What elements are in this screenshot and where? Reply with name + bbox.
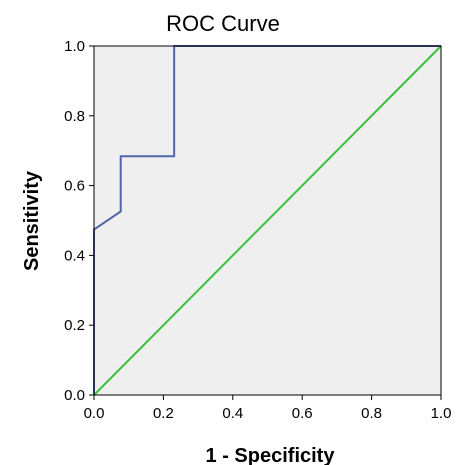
reference-diagonal-line [93,45,442,396]
x-tick-label: 0.8 [361,405,382,422]
x-axis-label: 1 - Specificity [206,445,336,465]
x-tick-label: 0.2 [153,405,174,422]
y-tick-label: 0.0 [64,387,85,404]
y-axis-ticks: 0.0 0.2 0.4 0.6 0.8 1.0 [64,38,94,404]
y-axis-label: Sensitivity [21,170,43,271]
x-tick-label: 0.6 [292,405,313,422]
x-axis-ticks: 0.0 0.2 0.4 0.6 0.8 1.0 [84,395,452,422]
x-tick-label: 0.0 [84,405,105,422]
y-tick-label: 0.2 [64,317,85,334]
x-tick-label: 0.4 [222,405,243,422]
y-tick-label: 0.6 [64,178,85,195]
y-tick-label: 1.0 [64,38,85,55]
y-tick-label: 0.4 [64,247,85,264]
plot-frame [93,45,442,396]
y-tick-label: 0.8 [64,108,85,125]
chart-title: ROC Curve [166,11,280,36]
x-tick-label: 1.0 [431,405,452,422]
